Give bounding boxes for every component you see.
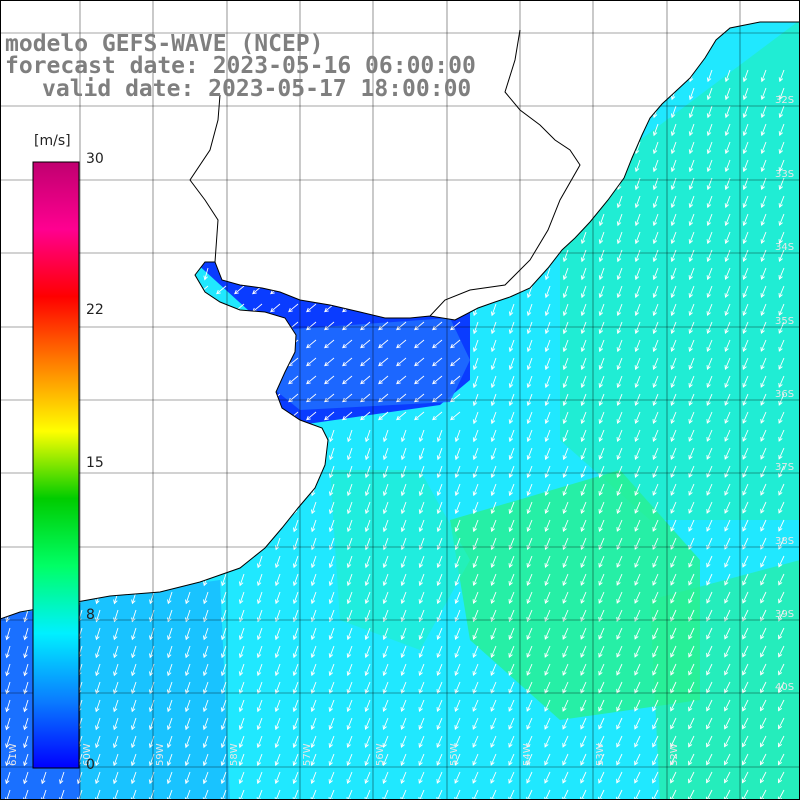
lon-label-54W: 54W bbox=[522, 743, 533, 766]
lat-label-40S: 40S bbox=[775, 682, 794, 693]
colorbar bbox=[32, 161, 80, 769]
coastline bbox=[0, 21, 800, 620]
colorbar-tick-8: 8 bbox=[86, 607, 95, 623]
lon-label-59W: 59W bbox=[155, 743, 166, 766]
lon-label-55W: 55W bbox=[449, 743, 460, 766]
lat-label-34S: 34S bbox=[775, 242, 794, 253]
title-line-1: modelo GEFS-WAVE (NCEP) bbox=[5, 31, 324, 57]
latitude-labels: 32S 33S 34S 35S 36S 37S 38S 39S 40S bbox=[775, 95, 794, 693]
colorbar-tick-30: 30 bbox=[86, 151, 104, 167]
title-line-2: forecast date: 2023-05-16 06:00:00 bbox=[5, 53, 476, 79]
colorbar-unit: [m/s] bbox=[34, 133, 71, 149]
lon-label-52W: 52W bbox=[669, 743, 680, 766]
title-line-3: valid date: 2023-05-17 18:00:00 bbox=[42, 76, 472, 102]
colorbar-tick-15: 15 bbox=[86, 455, 104, 471]
lon-label-57W: 57W bbox=[302, 743, 313, 766]
lat-label-33S: 33S bbox=[775, 169, 794, 180]
longitude-labels: 61W 60W 59W 58W 57W 56W 55W 54W 53W 52W bbox=[8, 743, 680, 766]
lat-label-38S: 38S bbox=[775, 536, 794, 547]
lon-label-53W: 53W bbox=[595, 743, 606, 766]
lat-label-37S: 37S bbox=[775, 462, 794, 473]
lat-label-39S: 39S bbox=[775, 609, 794, 620]
lat-label-35S: 35S bbox=[775, 316, 794, 327]
lon-label-60W: 60W bbox=[82, 743, 93, 766]
colorbar-tick-0: 0 bbox=[86, 757, 95, 773]
lon-label-58W: 58W bbox=[229, 743, 240, 766]
lon-label-61W: 61W bbox=[8, 743, 19, 766]
colorbar-tick-22: 22 bbox=[86, 302, 104, 318]
lat-label-32S: 32S bbox=[775, 95, 794, 106]
lat-label-36S: 36S bbox=[775, 389, 794, 400]
lon-label-56W: 56W bbox=[375, 743, 386, 766]
